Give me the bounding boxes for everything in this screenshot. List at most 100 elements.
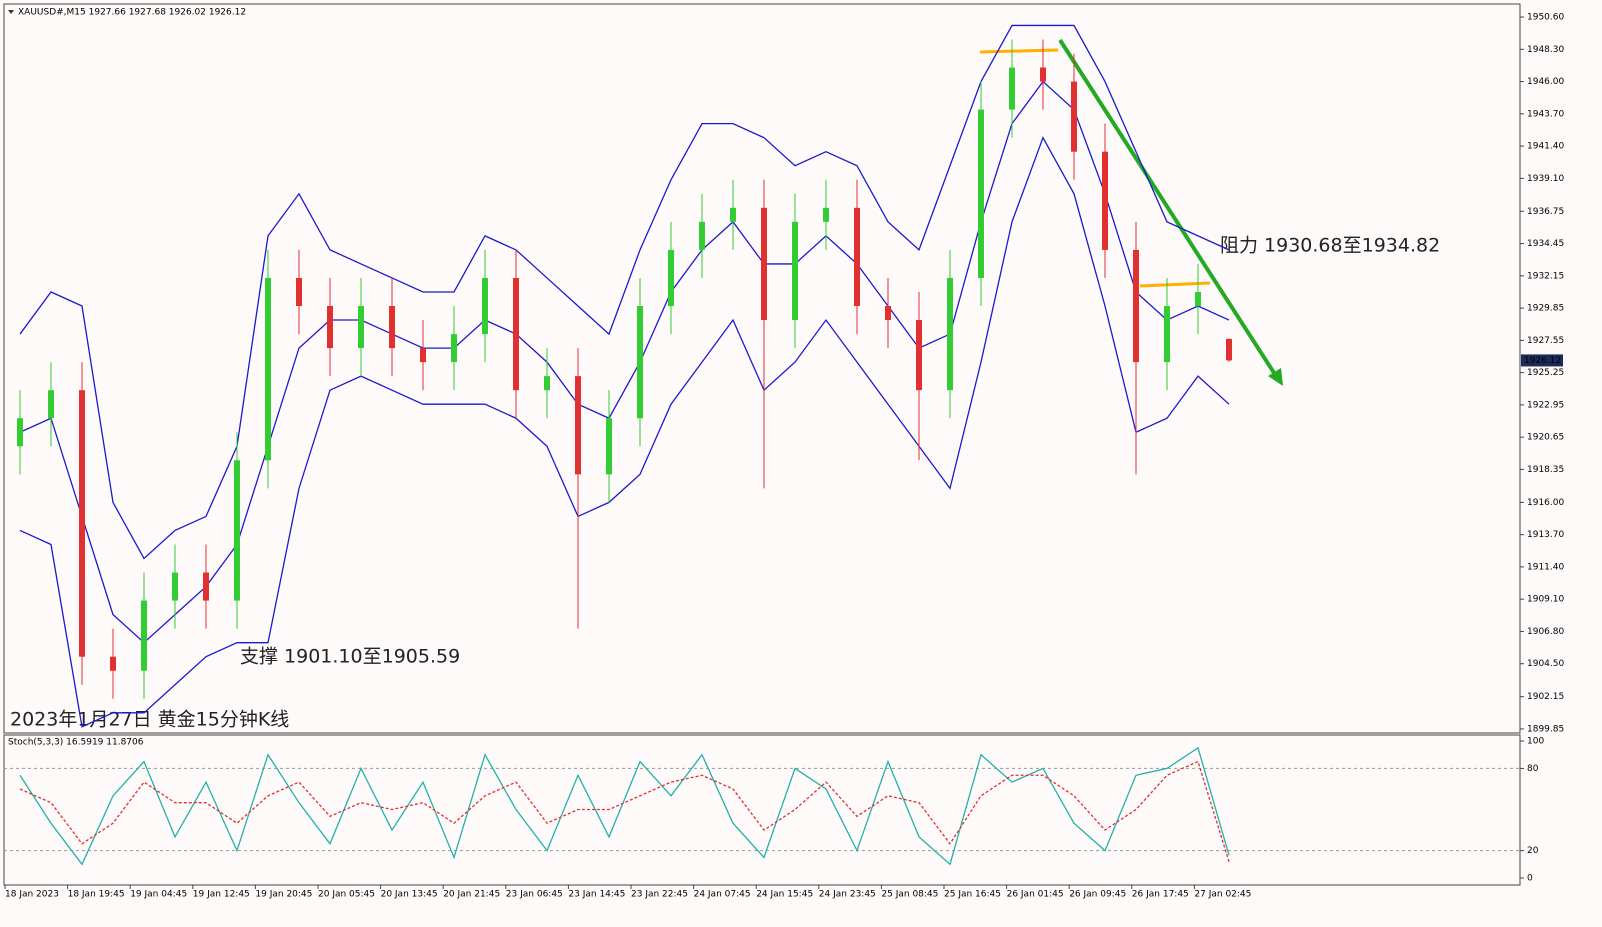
series-line <box>19 136 1230 728</box>
x-tick-label: 26 Jan 09:45 <box>1069 890 1126 900</box>
series-line <box>19 80 1230 644</box>
x-tick-label: 25 Jan 08:45 <box>881 890 938 900</box>
candle-body <box>730 207 736 222</box>
series-line <box>19 760 1230 862</box>
y-tick-label: 1946.00 <box>1527 77 1564 87</box>
y-tick-label: 1911.40 <box>1527 562 1564 572</box>
candle-body <box>606 418 612 475</box>
candle-body <box>451 334 457 363</box>
x-tick-label: 18 Jan 19:45 <box>68 890 125 900</box>
x-tick-label: 20 Jan 05:45 <box>318 890 375 900</box>
x-tick-label: 19 Jan 12:45 <box>193 890 250 900</box>
candle-body <box>389 306 395 349</box>
x-tick-label: 23 Jan 22:45 <box>631 890 688 900</box>
candle-body <box>420 348 426 363</box>
candle-body <box>482 277 488 335</box>
y-tick-label: 1918.35 <box>1527 465 1564 475</box>
x-tick-label: 24 Jan 15:45 <box>756 890 813 900</box>
y-tick-label: 1936.75 <box>1527 207 1564 217</box>
y-tick-label: 1899.85 <box>1527 724 1564 734</box>
stoch-panel <box>3 734 1521 886</box>
price-tag-label: 1926.12 <box>1524 356 1561 366</box>
candle-body <box>1133 249 1139 363</box>
y-tick-label: 100 <box>1527 737 1544 747</box>
series-line <box>19 24 1230 560</box>
x-tick-label: 25 Jan 16:45 <box>944 890 1001 900</box>
symbol-header: XAUUSD#,M15 1927.66 1927.68 1926.02 1926… <box>18 8 246 18</box>
y-tick-label: 1906.80 <box>1527 627 1564 637</box>
y-tick-label: 1932.15 <box>1527 271 1564 281</box>
x-tick-label: 23 Jan 06:45 <box>506 890 563 900</box>
candle-body <box>1040 67 1046 82</box>
candle-body <box>172 572 178 601</box>
x-tick-label: 19 Jan 04:45 <box>130 890 187 900</box>
candle-body <box>792 221 798 321</box>
x-tick-label: 23 Jan 14:45 <box>568 890 625 900</box>
price-tag <box>1521 354 1563 367</box>
candle-body <box>48 390 54 419</box>
y-tick-label: 1922.95 <box>1527 400 1564 410</box>
candle-body <box>358 306 364 349</box>
y-tick-label: 1934.45 <box>1527 239 1564 249</box>
candle-body <box>916 320 922 391</box>
candle-body <box>699 221 705 250</box>
candle-body <box>203 572 209 601</box>
candle-body <box>141 600 147 671</box>
x-tick-label: 26 Jan 17:45 <box>1132 890 1189 900</box>
candle-body <box>761 207 767 321</box>
y-tick-label: 1941.40 <box>1527 142 1564 152</box>
price-panel <box>3 3 1521 734</box>
y-tick-label: 1927.55 <box>1527 336 1564 346</box>
arrow-head <box>1268 368 1283 386</box>
menu-arrow <box>8 10 14 14</box>
x-tick-label: 24 Jan 23:45 <box>819 890 876 900</box>
resistance-label: 阻力 1930.68至1934.82 <box>1220 235 1440 257</box>
candle-body <box>575 376 581 475</box>
y-tick-label: 1950.60 <box>1527 13 1564 23</box>
y-tick-label: 0 <box>1527 874 1533 884</box>
y-tick-label: 1902.15 <box>1527 692 1564 702</box>
x-tick-label: 20 Jan 13:45 <box>381 890 438 900</box>
resistance-line <box>979 48 1059 54</box>
y-tick-label: 1925.25 <box>1527 368 1564 378</box>
y-tick-label: 80 <box>1527 764 1539 774</box>
stoch-header: Stoch(5,3,3) 16.5919 11.8706 <box>8 738 144 748</box>
x-tick-label: 20 Jan 21:45 <box>443 890 500 900</box>
y-tick-label: 1916.00 <box>1527 498 1564 508</box>
candle-body <box>1102 151 1108 250</box>
x-tick-label: 18 Jan 2023 <box>5 890 59 900</box>
candle-body <box>1009 67 1015 110</box>
candle-body <box>854 207 860 307</box>
candle-body <box>513 277 519 391</box>
candle-body <box>1164 306 1170 363</box>
y-tick-label: 1904.50 <box>1527 659 1564 669</box>
x-tick-label: 26 Jan 01:45 <box>1007 890 1064 900</box>
x-tick-label: 24 Jan 07:45 <box>694 890 751 900</box>
candle-body <box>544 376 550 391</box>
candle-body <box>1195 291 1201 307</box>
x-tick-label: 19 Jan 20:45 <box>255 890 312 900</box>
candle-body <box>234 460 240 601</box>
y-tick-label: 1939.10 <box>1527 174 1564 184</box>
candle-body <box>327 306 333 349</box>
candle-body <box>296 277 302 307</box>
candle-body <box>79 390 85 657</box>
y-tick-label: 20 <box>1527 846 1539 856</box>
candle-body <box>1226 338 1232 361</box>
candle-body <box>668 249 674 307</box>
y-tick-label: 1913.70 <box>1527 530 1564 540</box>
y-tick-label: 1929.85 <box>1527 304 1564 314</box>
candle-body <box>17 418 23 447</box>
candle-body <box>1071 81 1077 152</box>
candle-body <box>637 306 643 419</box>
candle-body <box>947 277 953 391</box>
chart-caption: 2023年1月27日 黄金15分钟K线 <box>10 709 289 731</box>
y-tick-label: 1920.65 <box>1527 433 1564 443</box>
candle-body <box>265 277 271 461</box>
y-tick-label: 1943.70 <box>1527 109 1564 119</box>
y-tick-label: 1909.10 <box>1527 595 1564 605</box>
candle-body <box>978 109 984 278</box>
